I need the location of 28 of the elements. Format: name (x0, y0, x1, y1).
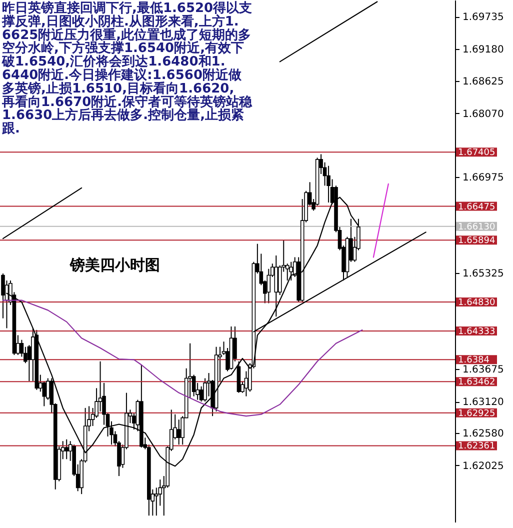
y-tick-label: 1.68070 (462, 108, 504, 120)
ref-line-label: 1.66130 (458, 222, 496, 232)
y-tick-label: 1.63675 (462, 364, 504, 376)
ref-line-label: 1.64830 (458, 298, 496, 308)
y-tick-label: 1.69180 (462, 44, 504, 56)
candlestick (199, 386, 204, 402)
y-tick-label: 1.69735 (462, 12, 504, 24)
y-tick-label: 1.65325 (462, 268, 504, 280)
line-series (2, 300, 363, 417)
ref-line-label: 1.65894 (458, 236, 496, 246)
ref-line-label: 1.63462 (458, 378, 496, 388)
y-tick-label: 1.63120 (462, 397, 504, 408)
text: 镑美四小时图 (69, 256, 160, 274)
y-tick-label: 1.62580 (462, 428, 504, 440)
y-tick-label: 1.66975 (462, 172, 504, 184)
candlestick (176, 419, 181, 446)
candlestick (289, 261, 294, 281)
candlestick (64, 438, 69, 460)
ref-line-label: 1.62361 (458, 442, 496, 452)
ref-line-label: 1.62925 (458, 408, 496, 419)
candlestick (326, 165, 330, 204)
y-tick-label: 1.68625 (462, 76, 504, 88)
ref-line-label: 1.64333 (458, 326, 496, 337)
ref-line-label: 1.67405 (458, 148, 496, 158)
y-tick-label: 1.62025 (462, 460, 504, 472)
ref-line-label: 1.66475 (458, 202, 496, 212)
ref-line-label: 1.6384 (458, 356, 490, 366)
text: 昨日英镑直接回调下行,最低1.6520得以支撑反弹,日图收小阴柱.从图形来看,上方1.6625附近压力很重,此位置也成了短期的多空分水岭,下方强支撑1.6540附近,有效下破1.6540,汇价将会到达1.6480和1.6440附近.今日操作建议:1.6560附近做多英镑,止损1.6510,目标看向1.6620,再看向1.6670附近.保守者可等待英镑站稳1.6630上方后再去做多.控制仓量,止损紧跟. (2, 1, 252, 137)
